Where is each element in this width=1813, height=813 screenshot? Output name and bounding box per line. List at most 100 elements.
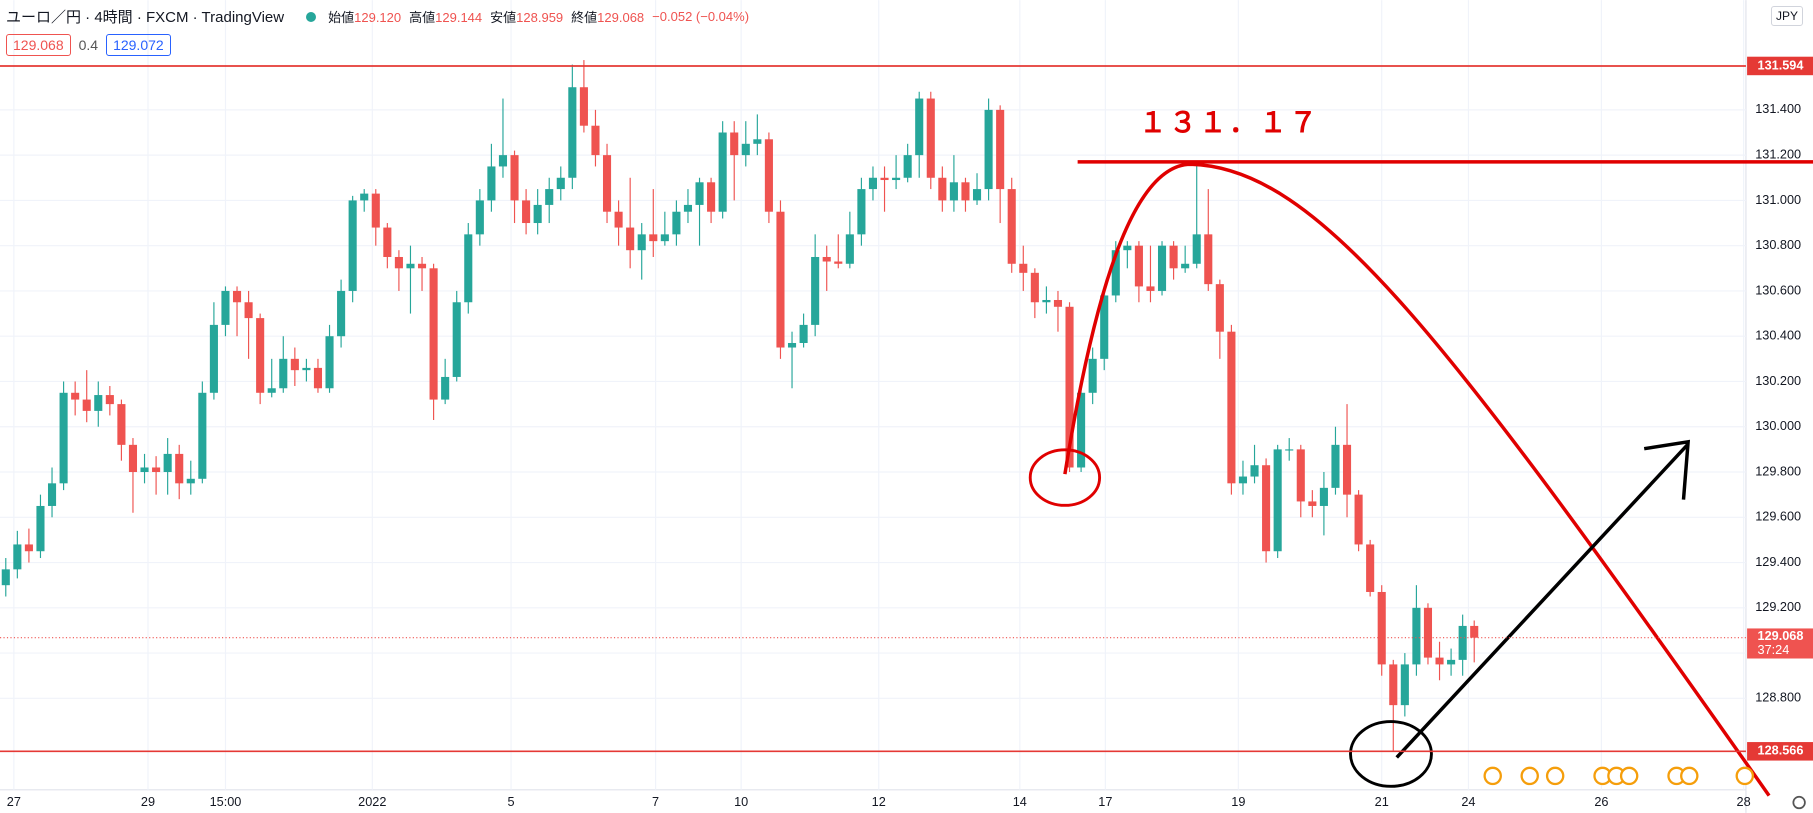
candle-body bbox=[1192, 234, 1201, 264]
red-curve bbox=[1063, 162, 1771, 797]
candle-body bbox=[406, 263, 415, 269]
candle-body bbox=[1377, 591, 1386, 665]
candle-body bbox=[429, 268, 438, 400]
candle-body bbox=[707, 182, 716, 212]
candle-body bbox=[579, 87, 588, 126]
candle-body bbox=[1204, 234, 1213, 285]
candle-body bbox=[279, 358, 288, 389]
candle-body bbox=[961, 182, 970, 201]
x-tick-label: 14 bbox=[1013, 794, 1027, 809]
candle-body bbox=[487, 166, 496, 201]
candle-body bbox=[128, 444, 138, 473]
stat: 高値129.144 bbox=[409, 10, 483, 25]
y-tick-label: 129.800 bbox=[1755, 463, 1801, 478]
y-tick-label: 131.200 bbox=[1755, 146, 1801, 161]
candle-body bbox=[1157, 245, 1167, 291]
candle-body bbox=[1181, 263, 1190, 269]
candle-body bbox=[556, 177, 565, 190]
x-tick-label: 19 bbox=[1231, 794, 1245, 809]
candle-body bbox=[776, 211, 785, 348]
candle-body bbox=[591, 125, 600, 156]
candle-body bbox=[868, 177, 878, 190]
candle-body bbox=[302, 367, 311, 371]
currency[interactable]: JPY bbox=[1770, 6, 1803, 26]
candle-body bbox=[209, 324, 218, 393]
candle-body bbox=[1458, 625, 1467, 660]
candle-body bbox=[1296, 449, 1305, 502]
symbol: ユーロ／円 · 4時間 · FXCM · TradingView bbox=[6, 9, 285, 26]
candle-body bbox=[198, 392, 207, 479]
y-tick-label: 129.400 bbox=[1755, 554, 1801, 569]
candle-body bbox=[267, 388, 276, 393]
candle-body bbox=[1412, 607, 1421, 665]
x-tick-label: 10 bbox=[734, 794, 748, 809]
candle-body bbox=[626, 227, 635, 251]
candle-body bbox=[1134, 245, 1143, 287]
candle-body bbox=[510, 155, 519, 201]
bid[interactable]: 129.068 bbox=[6, 34, 71, 56]
candle-body bbox=[1342, 444, 1352, 495]
candle-body bbox=[1250, 465, 1259, 477]
stat: 終値129.068 bbox=[571, 10, 645, 25]
settings-icon[interactable] bbox=[1792, 795, 1806, 810]
level-label: 128.566 bbox=[1758, 743, 1804, 758]
candle-body bbox=[1146, 286, 1155, 291]
candle-body bbox=[337, 290, 346, 337]
candle-body bbox=[1308, 501, 1317, 506]
candle-body bbox=[417, 263, 427, 269]
x-tick-label: 5 bbox=[508, 794, 515, 809]
candle-body bbox=[764, 139, 773, 212]
candle-body bbox=[13, 544, 22, 570]
candle-body bbox=[348, 200, 357, 291]
candle-body bbox=[972, 189, 982, 201]
candle-body bbox=[47, 483, 57, 506]
candle-body bbox=[1354, 494, 1363, 545]
candle-body bbox=[1435, 657, 1444, 665]
candle-body bbox=[232, 290, 242, 303]
countdown: 37:24 bbox=[1758, 642, 1790, 657]
y-tick-label: 130.400 bbox=[1755, 328, 1801, 343]
candle-body bbox=[845, 234, 854, 264]
candle-body bbox=[568, 87, 577, 178]
candle-body bbox=[811, 256, 820, 325]
red-circle bbox=[1028, 448, 1102, 507]
candle-body bbox=[1447, 659, 1456, 665]
change: −0.052 (−0.04%) bbox=[652, 9, 750, 24]
candle-body bbox=[672, 211, 681, 235]
header: ユーロ／円 · 4時間 · FXCM · TradingView 始値129.1… bbox=[6, 6, 749, 27]
candle-body bbox=[545, 189, 554, 205]
candle-body bbox=[452, 302, 461, 377]
x-tick-label: 2022 bbox=[358, 794, 386, 809]
y-tick-label: 130.800 bbox=[1755, 237, 1801, 252]
x-tick-label: 27 bbox=[7, 794, 21, 809]
candle-body bbox=[36, 505, 45, 552]
candle-body bbox=[522, 200, 531, 224]
candle-body bbox=[602, 155, 612, 212]
candle-body bbox=[152, 467, 161, 473]
candle-body bbox=[383, 227, 392, 257]
candle-body bbox=[1285, 449, 1294, 451]
level-tag bbox=[1747, 56, 1813, 76]
ask[interactable]: 129.072 bbox=[106, 34, 171, 56]
candle-body bbox=[1215, 284, 1224, 332]
y-tick-label: 129.200 bbox=[1755, 599, 1801, 614]
candle-body bbox=[533, 204, 542, 224]
y-tick-label: 129.600 bbox=[1755, 509, 1801, 524]
candle-body bbox=[498, 155, 508, 167]
candle-body bbox=[1007, 189, 1016, 264]
candle-body bbox=[857, 189, 866, 235]
candle-body bbox=[1389, 664, 1398, 706]
candle-body bbox=[1331, 444, 1340, 488]
candle-body bbox=[1262, 465, 1271, 552]
candle-body bbox=[683, 204, 693, 212]
candle-body bbox=[256, 318, 265, 393]
candle-body bbox=[163, 453, 172, 473]
candle-body bbox=[105, 395, 114, 405]
candle-body bbox=[1065, 306, 1074, 468]
candle-body bbox=[94, 395, 103, 411]
candle-body bbox=[1100, 295, 1109, 359]
candle-body bbox=[730, 132, 739, 156]
y-tick-label: 131.400 bbox=[1755, 101, 1801, 116]
candle-body bbox=[1273, 449, 1282, 552]
